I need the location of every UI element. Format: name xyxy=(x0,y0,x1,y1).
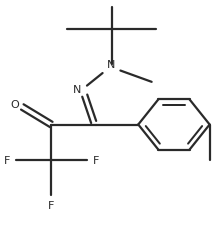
Text: F: F xyxy=(4,155,10,165)
Text: F: F xyxy=(93,155,99,165)
Text: O: O xyxy=(10,100,19,110)
Text: N: N xyxy=(107,60,116,70)
Text: F: F xyxy=(48,200,54,210)
Text: N: N xyxy=(73,85,81,95)
